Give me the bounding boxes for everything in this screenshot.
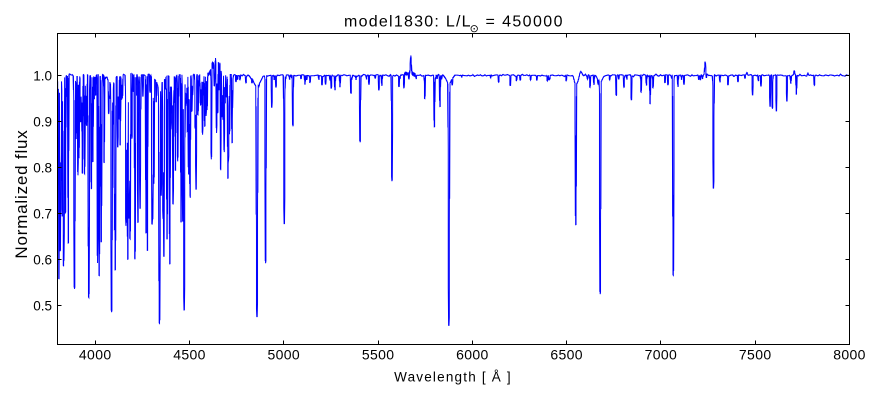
svg-text:0.7: 0.7 (33, 206, 52, 221)
svg-text:0.5: 0.5 (33, 298, 52, 313)
svg-text:8000: 8000 (833, 346, 866, 362)
svg-text:0.6: 0.6 (33, 252, 52, 267)
svg-text:0.9: 0.9 (33, 114, 52, 129)
svg-text:1.0: 1.0 (33, 68, 52, 83)
svg-text:4500: 4500 (173, 346, 206, 362)
svg-text:7500: 7500 (739, 346, 772, 362)
svg-text:5500: 5500 (362, 346, 395, 362)
svg-text:= 450000: = 450000 (486, 14, 564, 31)
svg-text:Wavelength [ Å ]: Wavelength [ Å ] (394, 370, 512, 385)
svg-text:6000: 6000 (456, 346, 489, 362)
svg-text:6500: 6500 (550, 346, 583, 362)
svg-text:7000: 7000 (645, 346, 678, 362)
svg-text:model1830: L/L: model1830: L/L (344, 14, 472, 31)
svg-text:Normalized flux: Normalized flux (12, 129, 31, 258)
svg-text:4000: 4000 (79, 346, 112, 362)
svg-text:5000: 5000 (268, 346, 301, 362)
svg-text:0.8: 0.8 (33, 160, 52, 175)
